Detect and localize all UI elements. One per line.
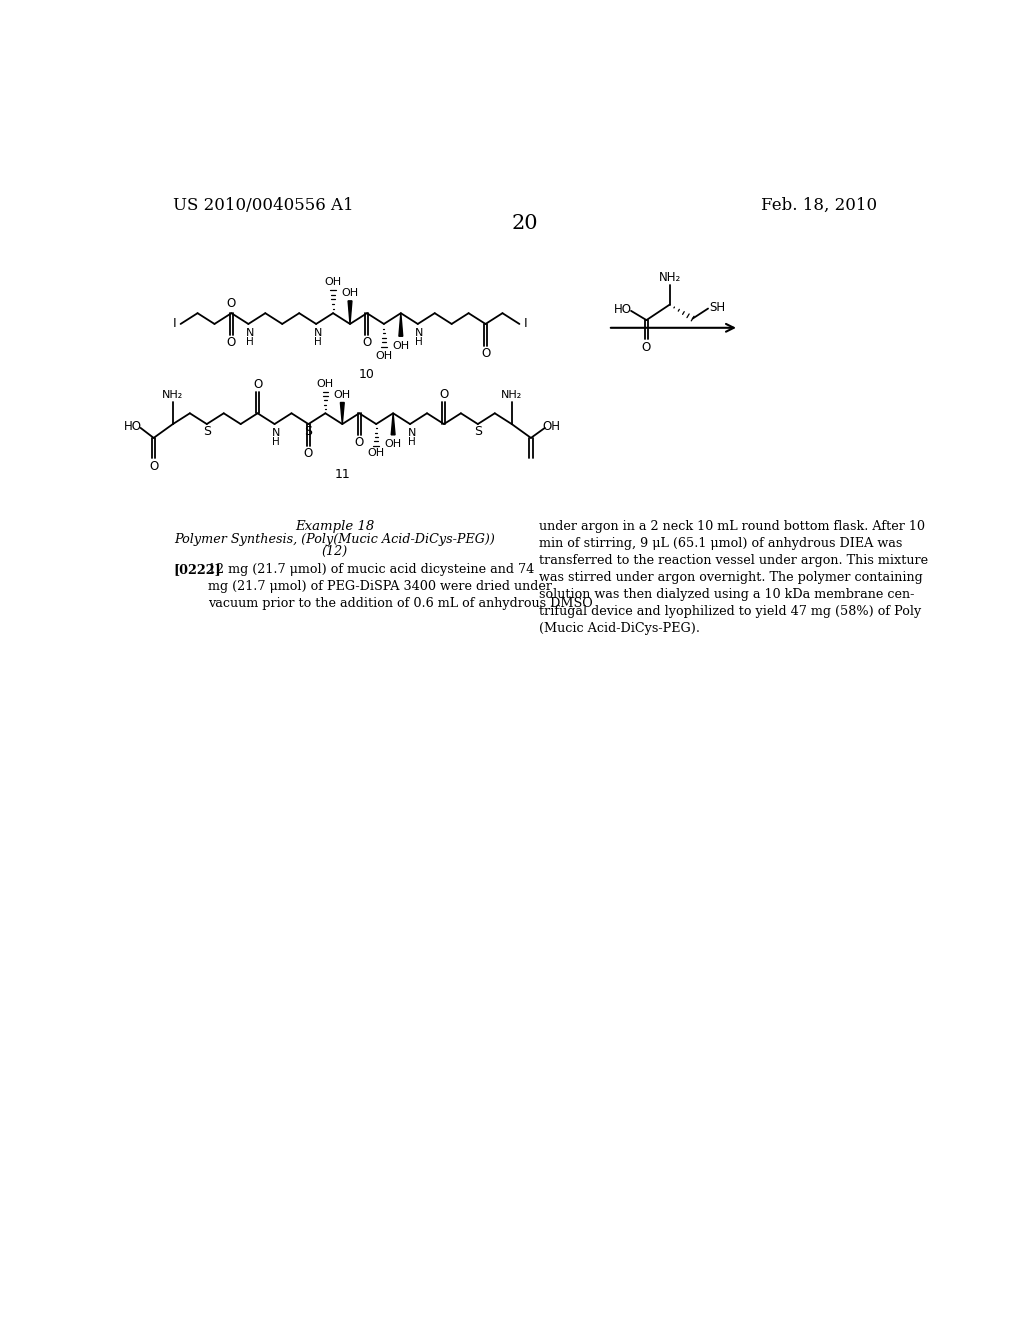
Text: I: I [523,317,527,330]
Text: N: N [272,428,281,438]
Text: N: N [408,428,416,438]
Text: N: N [415,329,424,338]
Text: OH: OH [385,440,401,449]
Text: O: O [354,436,364,449]
Text: O: O [481,347,490,360]
Text: S: S [203,425,211,438]
Polygon shape [391,413,395,434]
Text: N: N [246,329,254,338]
Text: S: S [304,425,312,438]
Text: OH: OH [341,288,358,298]
Text: H: H [246,337,254,347]
Text: HO: HO [124,420,142,433]
Text: SH: SH [710,301,725,314]
Text: O: O [226,297,237,310]
Text: 20: 20 [511,214,539,232]
Text: O: O [253,378,262,391]
Text: I: I [173,317,176,330]
Text: OH: OH [392,341,410,351]
Text: N: N [313,329,322,338]
Text: S: S [474,425,482,438]
Text: OH: OH [376,351,392,362]
Text: OH: OH [543,420,561,433]
Text: OH: OH [334,389,351,400]
Text: H: H [313,337,322,347]
Text: US 2010/0040556 A1: US 2010/0040556 A1 [173,197,353,214]
Text: O: O [439,388,449,401]
Polygon shape [340,403,344,424]
Text: H: H [408,437,416,446]
Text: OH: OH [316,379,334,389]
Text: NH₂: NH₂ [501,389,522,400]
Text: NH₂: NH₂ [162,389,183,400]
Text: HO: HO [614,302,633,315]
Text: Example 18: Example 18 [295,520,374,533]
Text: 11: 11 [335,467,350,480]
Text: 10: 10 [359,367,375,380]
Text: [0222]: [0222] [173,562,220,576]
Text: O: O [362,335,372,348]
Polygon shape [399,313,402,337]
Text: NH₂: NH₂ [658,271,681,284]
Text: O: O [150,459,159,473]
Text: OH: OH [368,449,385,458]
Text: OH: OH [325,277,342,288]
Text: under argon in a 2 neck 10 mL round bottom flask. After 10
min of stirring, 9 μL: under argon in a 2 neck 10 mL round bott… [539,520,928,635]
Text: O: O [304,446,313,459]
Text: 12 mg (21.7 μmol) of mucic acid dicysteine and 74
mg (21.7 μmol) of PEG-DiSPA 34: 12 mg (21.7 μmol) of mucic acid dicystei… [208,562,592,610]
Polygon shape [348,301,352,323]
Text: O: O [642,342,651,354]
Text: O: O [226,335,237,348]
Text: Feb. 18, 2010: Feb. 18, 2010 [761,197,877,214]
Text: (12): (12) [322,545,348,558]
Text: H: H [272,437,280,446]
Text: H: H [416,337,423,347]
Text: Polymer Synthesis, (Poly(Mucic Acid-DiCys-PEG)): Polymer Synthesis, (Poly(Mucic Acid-DiCy… [174,533,495,545]
